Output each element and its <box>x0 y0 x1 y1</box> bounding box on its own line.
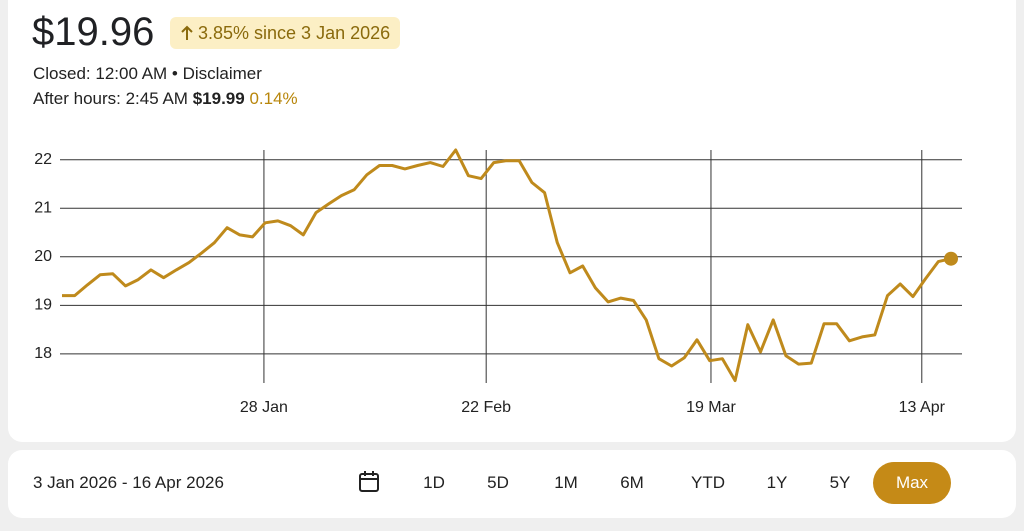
range-button[interactable]: 1D <box>423 473 445 492</box>
last-point <box>944 251 958 266</box>
range-button[interactable]: 1Y <box>766 473 788 492</box>
after-hours-label: After hours: 2:45 AM <box>33 89 188 108</box>
range-card <box>8 450 1016 518</box>
change-text: 3.85% since 3 Jan 2026 <box>198 23 391 43</box>
y-tick-label: 19 <box>34 297 52 314</box>
x-tick-label: 19 Mar <box>686 399 736 416</box>
change-badge: 3.85% since 3 Jan 2026 <box>170 17 401 49</box>
y-tick-label: 20 <box>34 248 52 265</box>
x-tick-label: 28 Jan <box>240 399 288 416</box>
after-hours-price: $19.99 <box>192 89 245 108</box>
after-hours-change: 0.14% <box>249 89 298 108</box>
range-button[interactable]: 5D <box>487 473 509 492</box>
closed-text: Closed: 12:00 AM • Disclaimer <box>33 64 262 83</box>
calendar-icon[interactable] <box>358 470 380 494</box>
up-arrow <box>181 25 193 40</box>
range-button[interactable]: YTD <box>691 473 725 492</box>
range-button[interactable]: 6M <box>620 473 644 492</box>
price: $19.96 <box>32 10 155 54</box>
after-hours: After hours: 2:45 AM $19.99 0.14% <box>33 89 298 109</box>
chart-card <box>8 0 1016 442</box>
date-range: 3 Jan 2026 - 16 Apr 2026 <box>33 473 224 492</box>
range-button[interactable]: Max <box>873 462 951 504</box>
range-button[interactable]: 1M <box>554 473 578 492</box>
chart: 18 19 20 21 22 28 Jan 22 Feb 19 Mar 13 Apr <box>34 148 962 416</box>
range-button[interactable]: 5Y <box>829 473 851 492</box>
y-tick-label: 18 <box>34 345 52 362</box>
x-tick-label: 22 Feb <box>461 399 511 416</box>
y-tick-label: 21 <box>34 199 52 216</box>
price-line <box>62 148 952 383</box>
x-tick-label: 13 Apr <box>899 399 946 416</box>
y-tick-label: 22 <box>34 151 52 168</box>
